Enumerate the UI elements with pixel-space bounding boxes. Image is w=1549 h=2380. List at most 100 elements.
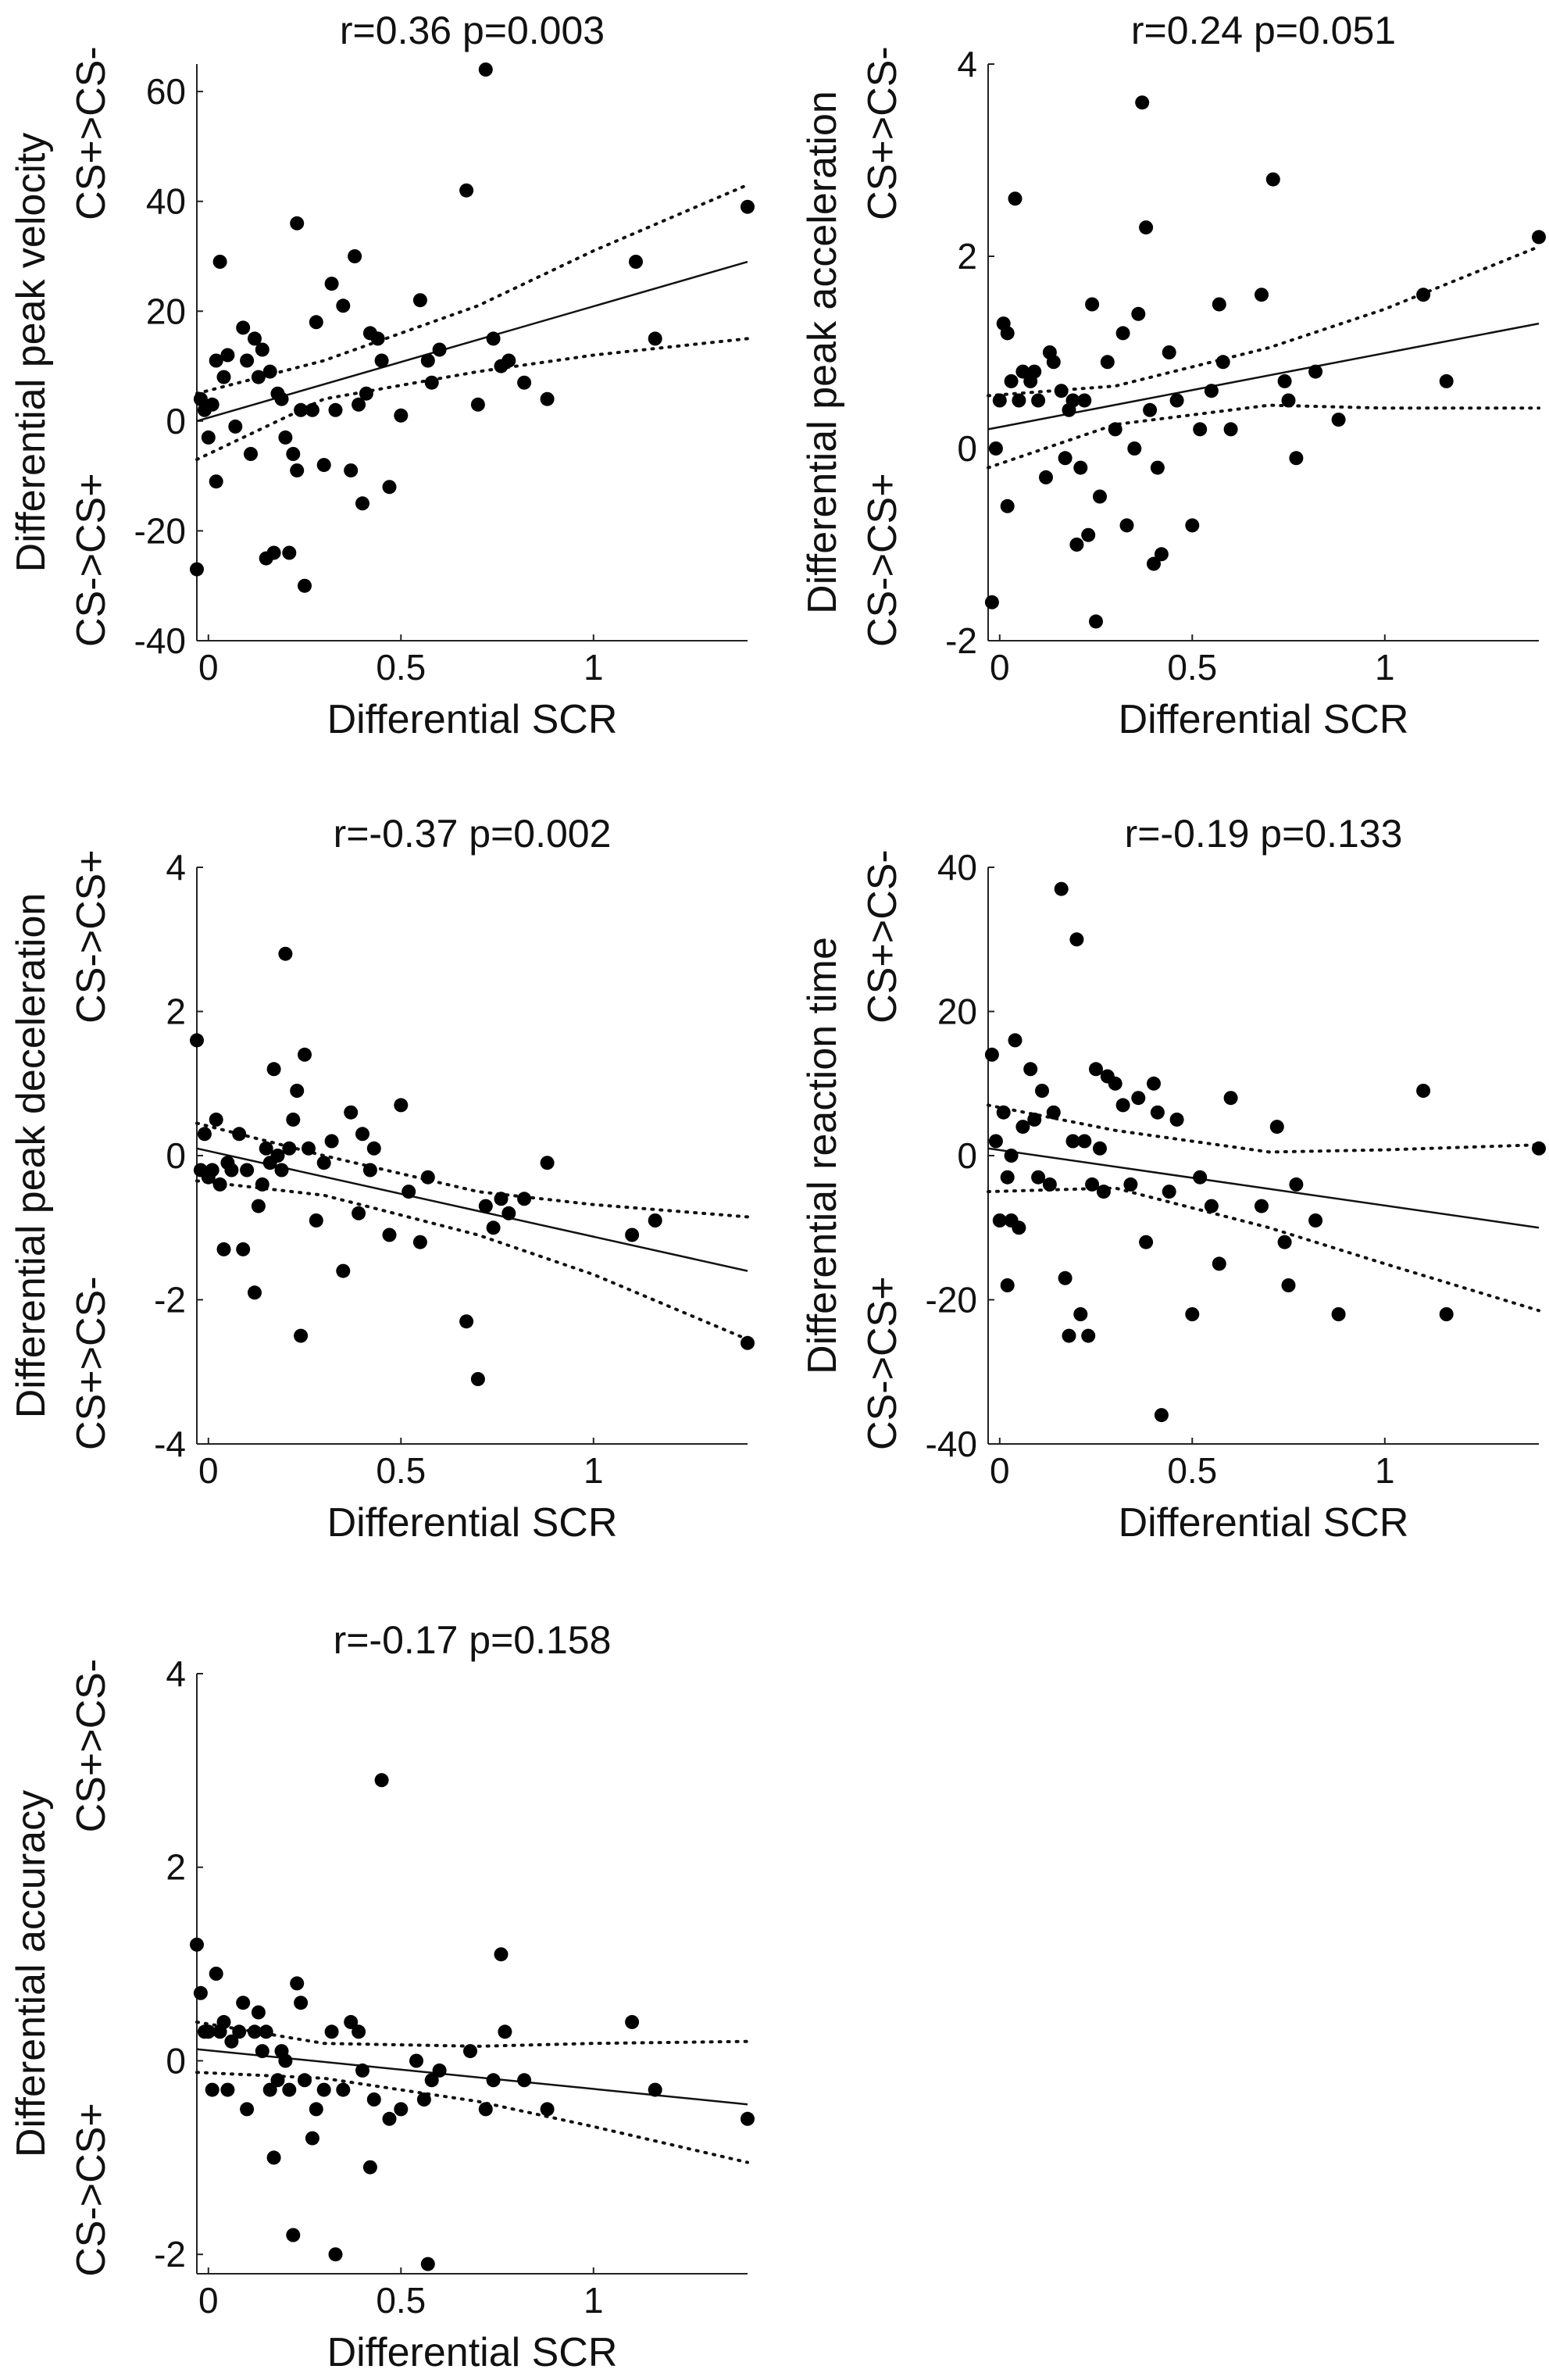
data-point bbox=[355, 2063, 369, 2078]
y-tick-label: 40 bbox=[146, 181, 186, 222]
regression-line bbox=[987, 1147, 1540, 1229]
data-point bbox=[251, 1199, 266, 1213]
data-point bbox=[352, 397, 366, 412]
data-point bbox=[216, 2014, 231, 2029]
data-point bbox=[1255, 1199, 1269, 1213]
x-tick-label: 0.5 bbox=[376, 647, 426, 688]
data-point bbox=[1169, 1112, 1184, 1127]
data-point bbox=[1012, 393, 1026, 408]
data-point bbox=[328, 2247, 343, 2262]
data-point bbox=[416, 2092, 431, 2107]
data-point bbox=[470, 1372, 485, 1386]
data-point bbox=[316, 1156, 331, 1170]
y-tick-label: 2 bbox=[957, 236, 977, 277]
data-point bbox=[1100, 355, 1115, 370]
data-point bbox=[236, 1996, 251, 2010]
data-point bbox=[459, 183, 474, 198]
regression-line bbox=[987, 322, 1540, 431]
data-point bbox=[648, 331, 662, 346]
data-point bbox=[374, 353, 389, 368]
data-point bbox=[1308, 1213, 1323, 1228]
data-point bbox=[259, 2024, 273, 2039]
data-point bbox=[988, 441, 1003, 456]
y-tick-label: -2 bbox=[154, 1280, 186, 1320]
data-point bbox=[1000, 1278, 1015, 1292]
data-point bbox=[1154, 547, 1169, 562]
data-point bbox=[394, 1098, 409, 1113]
data-point bbox=[625, 2014, 640, 2029]
data-point bbox=[1123, 1177, 1138, 1192]
y-tick-label: -20 bbox=[134, 510, 186, 551]
data-point bbox=[190, 1937, 204, 1952]
data-point bbox=[302, 1141, 316, 1156]
data-point bbox=[251, 370, 266, 384]
x-tick-label: 0 bbox=[198, 647, 219, 688]
data-point bbox=[309, 1213, 323, 1228]
data-point bbox=[274, 391, 289, 406]
data-point bbox=[1000, 326, 1015, 341]
y-tick-label: 0 bbox=[957, 1135, 977, 1176]
data-point bbox=[324, 2024, 339, 2039]
data-point bbox=[1127, 441, 1142, 456]
data-point bbox=[1093, 489, 1107, 504]
data-point bbox=[259, 1141, 273, 1156]
data-point bbox=[1143, 402, 1158, 417]
data-point bbox=[394, 2102, 409, 2117]
data-point bbox=[355, 496, 369, 511]
data-point bbox=[270, 1149, 285, 1163]
data-point bbox=[1439, 373, 1454, 388]
x-axis-label: Differential SCR bbox=[1119, 1500, 1409, 1546]
data-point bbox=[420, 2257, 435, 2271]
data-point bbox=[625, 1228, 640, 1242]
data-point bbox=[1277, 1235, 1292, 1249]
data-point bbox=[984, 595, 999, 609]
data-point bbox=[240, 353, 255, 368]
data-point bbox=[212, 255, 227, 269]
data-point bbox=[1115, 1098, 1130, 1113]
data-point bbox=[262, 364, 277, 379]
y-axis-direction-top: CS+>CS- bbox=[69, 1659, 114, 1833]
data-point bbox=[282, 545, 297, 560]
data-point bbox=[540, 1156, 555, 1170]
data-point bbox=[216, 370, 231, 384]
data-point bbox=[1077, 393, 1092, 408]
data-point bbox=[294, 402, 309, 417]
data-point bbox=[1062, 1328, 1076, 1343]
data-point bbox=[266, 2150, 281, 2165]
data-point bbox=[362, 2160, 377, 2175]
x-axis-label: Differential SCR bbox=[327, 2330, 618, 2375]
x-axis-label: Differential SCR bbox=[327, 1500, 618, 1546]
data-point bbox=[1073, 460, 1088, 475]
data-point bbox=[1223, 422, 1238, 437]
data-point bbox=[352, 2024, 366, 2039]
data-point bbox=[540, 391, 555, 406]
data-point bbox=[1212, 1256, 1226, 1271]
data-point bbox=[262, 2082, 277, 2097]
data-point bbox=[1085, 297, 1100, 312]
data-point bbox=[282, 1141, 297, 1156]
data-point bbox=[298, 578, 312, 593]
data-point bbox=[463, 2044, 477, 2059]
data-point bbox=[190, 1033, 204, 1048]
data-point bbox=[190, 562, 204, 577]
confidence-band-upper bbox=[195, 2020, 749, 2048]
x-tick-label: 0.5 bbox=[1167, 647, 1217, 688]
y-axis-direction-bottom: CS->CS+ bbox=[69, 2103, 114, 2277]
data-point bbox=[420, 353, 435, 368]
data-point bbox=[209, 353, 223, 368]
data-point bbox=[432, 2063, 447, 2078]
data-point bbox=[1015, 1120, 1030, 1135]
data-point bbox=[205, 397, 220, 412]
confidence-band-lower bbox=[195, 337, 749, 462]
data-point bbox=[648, 1213, 662, 1228]
data-point bbox=[741, 1335, 755, 1350]
data-point bbox=[370, 331, 385, 346]
data-point bbox=[201, 430, 216, 445]
confidence-band-upper bbox=[195, 183, 749, 395]
data-point bbox=[382, 1228, 397, 1242]
data-point bbox=[270, 2073, 285, 2088]
data-point bbox=[278, 430, 293, 445]
data-point bbox=[517, 1192, 532, 1206]
data-point bbox=[309, 2102, 323, 2117]
data-point bbox=[278, 946, 293, 961]
